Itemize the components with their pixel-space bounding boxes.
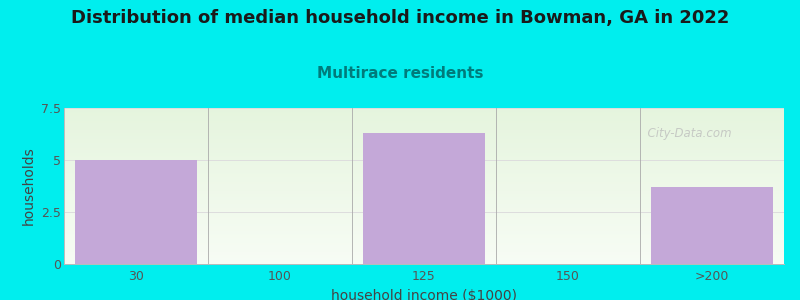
Text: City-Data.com: City-Data.com [640, 127, 732, 140]
Bar [75, 160, 197, 264]
Bar [362, 133, 485, 264]
Bar [651, 187, 773, 264]
Text: Multirace residents: Multirace residents [317, 66, 483, 81]
Y-axis label: households: households [22, 147, 36, 225]
Text: Distribution of median household income in Bowman, GA in 2022: Distribution of median household income … [71, 9, 729, 27]
X-axis label: household income ($1000): household income ($1000) [331, 290, 517, 300]
